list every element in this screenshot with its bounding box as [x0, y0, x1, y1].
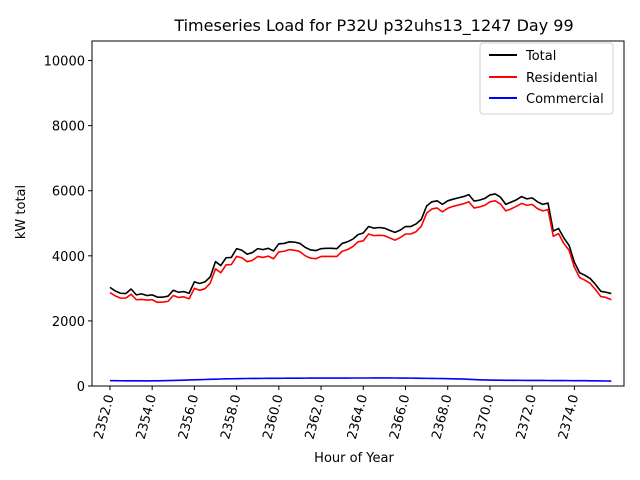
axes-frame	[91, 40, 625, 387]
series-line-total	[109, 193, 612, 298]
legend-label-commercial: Commercial	[526, 92, 604, 107]
y-tick-label: 10000	[44, 55, 85, 70]
legend: Total Residential Commercial	[479, 42, 614, 115]
chart-title: Timeseries Load for P32U p32uhs13_1247 D…	[173, 16, 573, 36]
y-axis-ticks: 0 2000 4000 6000 8000 10000	[44, 55, 92, 395]
legend-box	[479, 42, 614, 115]
y-tick-label: 8000	[52, 120, 85, 135]
x-axis-label: Hour of Year	[314, 451, 394, 466]
series-line-residential	[109, 200, 612, 304]
y-tick-label: 4000	[52, 250, 85, 265]
series-line-commercial	[109, 377, 612, 382]
y-tick-label: 6000	[52, 185, 85, 200]
series-layer	[109, 193, 612, 382]
y-axis-label: kW total	[14, 185, 29, 239]
y-tick-label: 2000	[52, 315, 85, 330]
y-tick-label: 0	[77, 380, 85, 395]
legend-label-residential: Residential	[526, 71, 598, 86]
legend-label-total: Total	[525, 49, 556, 64]
